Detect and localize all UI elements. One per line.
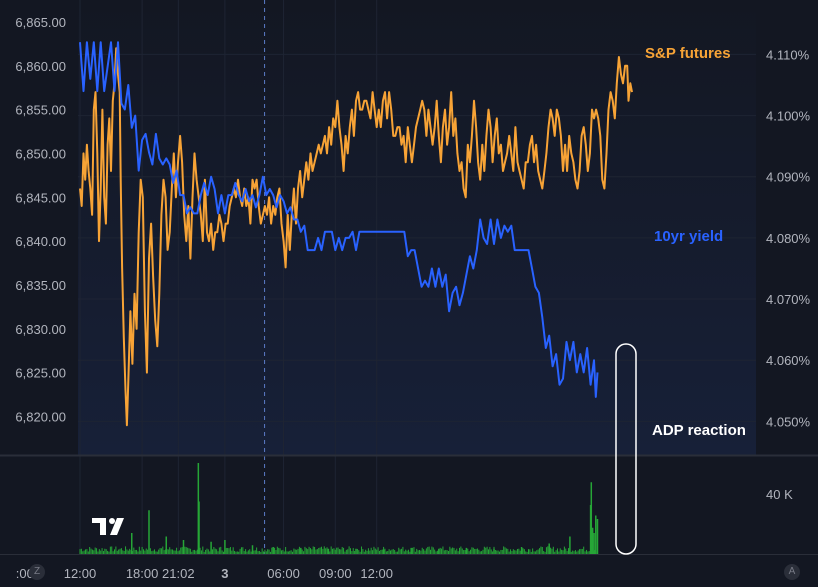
x-tick-label: 12:00: [360, 566, 393, 581]
volume-axis: 40 K: [766, 487, 793, 502]
right-tick-label: 4.050%: [766, 414, 811, 429]
adp-reaction-label: ADP reaction: [652, 422, 746, 439]
x-axis: :00 12:00 18:00 21:02 3 06:00 09:00 12:00: [16, 566, 393, 581]
sp-futures-label: S&P futures: [645, 45, 731, 62]
right-tick-label: 4.080%: [766, 231, 811, 246]
volume-tick-label: 40 K: [766, 487, 793, 502]
right-tick-label: 4.090%: [766, 170, 811, 185]
right-tick-label: 4.070%: [766, 292, 811, 307]
right-axis: 4.110% 4.100% 4.090% 4.080% 4.070% 4.060% 4.05…: [766, 47, 811, 429]
volume-bars: [79, 463, 599, 554]
left-tick-label: 6,835.00: [15, 278, 66, 293]
left-tick-label: 6,860.00: [15, 59, 66, 74]
x-tick-label: 18:00: [126, 566, 159, 581]
x-tick-label: 12:00: [64, 566, 97, 581]
adp-highlight-box: [615, 343, 637, 555]
ten-year-yield-label: 10yr yield: [654, 228, 723, 245]
ten-year-yield-line: [79, 41, 599, 398]
left-tick-label: 6,865.00: [15, 15, 66, 30]
x-tick-label: 21:02: [162, 566, 195, 581]
sp-futures-line: [79, 47, 633, 427]
left-tick-label: 6,820.00: [15, 409, 66, 424]
x-tick-label: 3: [221, 566, 228, 581]
tradingview-logo-icon: [92, 518, 124, 535]
left-tick-label: 6,855.00: [15, 103, 66, 118]
right-tick-label: 4.100%: [766, 109, 811, 124]
left-tick-label: 6,830.00: [15, 322, 66, 337]
left-tick-label: 6,825.00: [15, 366, 66, 381]
x-tick-label: 06:00: [267, 566, 300, 581]
grid-lines: [78, 0, 756, 554]
scale-z-button[interactable]: Z: [29, 564, 45, 580]
auto-scale-button[interactable]: A: [784, 564, 800, 580]
right-tick-label: 4.110%: [766, 47, 810, 62]
left-tick-label: 6,840.00: [15, 234, 66, 249]
left-tick-label: 6,850.00: [15, 146, 66, 161]
series-lines: [79, 41, 633, 427]
x-tick-label: 09:00: [319, 566, 352, 581]
left-axis: 6,865.00 6,860.00 6,855.00 6,850.00 6,845.00…: [15, 15, 66, 425]
left-tick-label: 6,845.00: [15, 190, 66, 205]
right-tick-label: 4.060%: [766, 353, 811, 368]
